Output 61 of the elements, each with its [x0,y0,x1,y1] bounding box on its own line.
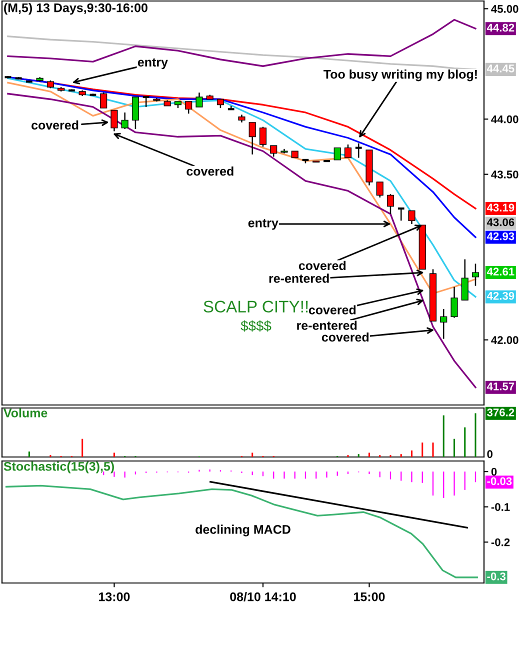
data-label: 42.39 [486,292,514,300]
candlestick [100,92,108,109]
x-tick-label: 08/10 14:10 [230,592,296,602]
text: -0.03 [487,477,512,486]
text: 376.2 [487,408,514,416]
text: 43.06 [486,218,514,226]
candlestick [196,92,203,108]
data-label: 42.93 [486,232,514,240]
candlestick [121,112,128,130]
chart-title: (M,5) 13 Days,9:30-16:00 [4,3,148,15]
candlestick [334,147,341,161]
chart-title: Volume [4,408,48,418]
candlestick [270,144,278,158]
annotation: re-entered [297,320,357,330]
annotation: $$$$ [240,320,272,332]
annotation: SCALP CITY!! [204,300,308,313]
annotation: covered [308,305,356,314]
data-label: 41.57 [486,382,514,390]
candlestick [142,96,150,108]
candlestick [110,110,118,132]
candlestick [461,258,468,301]
candlestick [185,100,192,114]
y-tick-label: -0.1 [491,503,510,511]
data-label: 44.45 [486,64,514,72]
candlestick [259,126,267,148]
text: 42.61 [486,268,514,276]
candlestick [396,207,406,222]
annotation: re-entered [269,274,329,283]
annotation: declining MACD [196,524,290,536]
annotation: entry [248,219,278,230]
candlestick [132,96,140,130]
candlestick [450,286,458,318]
x-tick-label: 15:00 [354,592,385,602]
annotation: covered [32,120,78,130]
annotation: Too busy writing my blog! [324,70,477,82]
candlestick [376,181,384,198]
y-tick-label: 44.00 [491,115,518,124]
candlestick [472,263,480,286]
line-series [6,484,478,578]
line-series [7,35,476,70]
candlestick [354,142,363,158]
candlestick [408,210,416,225]
y-tick-label: -0.2 [491,538,510,546]
data-label: 44.82 [486,24,514,32]
candlestick [386,194,394,215]
annotation: covered [298,260,346,270]
y-tick-label: 43.50 [491,170,518,178]
candlestick [440,308,448,340]
annotation: covered [186,166,234,176]
data-label: 43.19 [486,204,514,212]
y-tick-label: 45.00 [491,4,518,13]
line-series [7,92,476,388]
chart-title: Stochastic(15(3),5) [4,462,114,474]
y-tick-label: 0 [491,468,497,476]
candlestick [344,144,352,158]
candlestick [248,122,256,156]
data-label: -0.3 [487,572,506,580]
x-tick-label: 13:00 [99,592,130,602]
y-tick-label: 42.00 [491,336,518,344]
annotation: entry [138,58,168,70]
annotation: covered [322,332,369,342]
